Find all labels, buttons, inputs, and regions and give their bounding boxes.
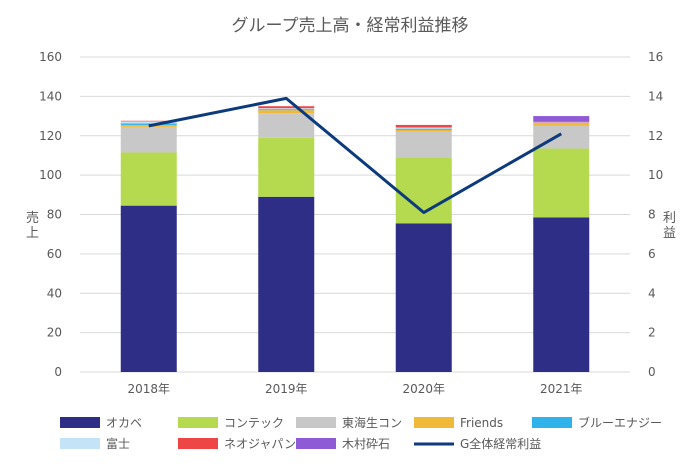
bar-segment [396,132,452,158]
legend-swatch [60,438,100,449]
left-tick-label: 40 [47,286,62,300]
bar-segment [258,108,314,109]
bar-segment [396,130,452,132]
right-axis-ticks: 0 2 4 6 8 10 12 14 16 [648,50,663,379]
bar-segment [533,122,589,123]
bar-segment [533,149,589,218]
right-tick-label: 2 [648,326,656,340]
left-tick-label: 120 [39,129,62,143]
bar-segment [533,116,589,122]
right-axis-label: 利益 [663,211,676,241]
x-tick-label: 2020年 [402,382,445,396]
x-tick-label: 2018年 [127,382,170,396]
bar-segment [121,152,177,205]
right-tick-label: 10 [648,168,663,182]
x-tick-label: 2021年 [540,382,583,396]
bar-segment [533,123,589,124]
right-tick-label: 6 [648,247,656,261]
legend-swatch [178,417,218,428]
right-tick-label: 0 [648,365,656,379]
bar-segment [396,127,452,128]
x-axis-tick-labels: 2018年 2019年 2020年 2021年 [127,382,582,396]
x-tick-label: 2019年 [265,382,308,396]
legend-swatch [178,438,218,449]
legend-swatch [60,417,100,428]
profit-line-series [149,98,562,212]
legend-swatch [296,417,336,428]
bar-segment [258,109,314,110]
right-tick-label: 12 [648,129,663,143]
left-tick-label: 60 [47,247,62,261]
left-tick-label: 100 [39,168,62,182]
bar-segment [396,129,452,130]
legend-label: オカベ [106,416,142,430]
profit-line [149,98,562,212]
bar-segment [533,124,589,126]
bar-segment [258,106,314,108]
bar-segment [396,223,452,372]
bar-segment [533,217,589,372]
legend-label: ネオジャパン [224,437,296,451]
bar-segment [121,127,177,153]
legend-label: G全体経常利益 [460,436,541,451]
right-tick-label: 16 [648,50,663,64]
legend-label: 木村砕石 [342,436,390,451]
bar-segment [258,110,314,113]
legend-label: 富士 [106,436,130,451]
bar-segment [121,206,177,372]
bar-segment [396,125,452,128]
left-tick-label: 80 [47,208,62,222]
bar-segment [258,197,314,372]
left-tick-label: 160 [39,50,62,64]
bar-segment [258,138,314,197]
bar-segment [258,113,314,138]
legend-swatch [296,438,336,449]
left-tick-label: 0 [54,365,62,379]
left-tick-label: 140 [39,89,62,103]
right-tick-label: 14 [648,89,663,103]
chart-title: グループ売上高・経常利益推移 [232,16,469,36]
legend-label: コンテック [224,416,284,430]
left-axis-label: 売上 [26,210,39,241]
legend-swatch [414,417,454,428]
legend-label: 東海生コン [342,415,402,430]
left-axis-ticks: 0 20 40 60 80 100 120 140 160 [39,50,62,379]
right-tick-label: 8 [648,208,656,222]
bar-segment [533,122,589,123]
legend-label: ブルーエナジー [578,415,662,430]
right-tick-label: 4 [648,286,656,300]
left-tick-label: 20 [47,326,62,340]
legend-swatch [532,417,572,428]
legend-label: Friends [460,416,503,430]
